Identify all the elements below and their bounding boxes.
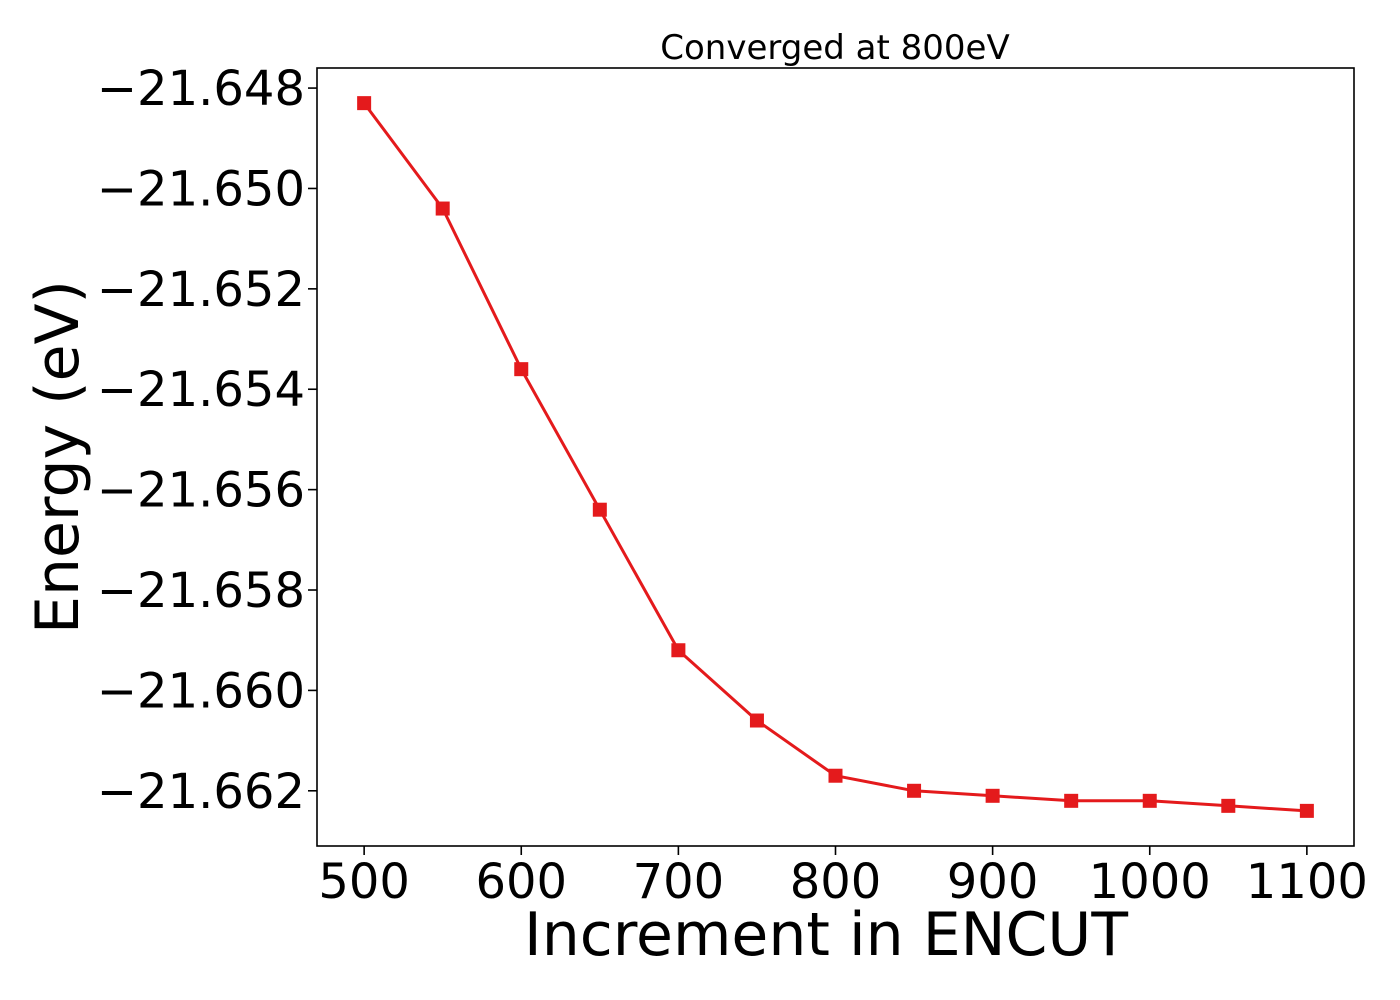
y-tick-label: −21.650 xyxy=(97,161,305,217)
x-axis-ticks: 500 600 700 800 900 1000 1100 xyxy=(318,846,1368,910)
data-point xyxy=(1064,793,1079,808)
x-tick-label: 1000 xyxy=(1089,854,1211,910)
data-point xyxy=(749,713,764,728)
data-point xyxy=(671,643,686,658)
x-axis-title: Increment in ENCUT xyxy=(524,900,1128,970)
data-point xyxy=(514,362,529,377)
x-tick-label: 900 xyxy=(947,854,1039,910)
chart-title: Converged at 800eV xyxy=(660,28,1009,68)
y-axis-ticks: −21.648 −21.650 −21.652 −21.654 −21.656 −21.6… xyxy=(97,61,317,820)
data-point xyxy=(985,788,1000,803)
data-point xyxy=(357,96,372,111)
data-point xyxy=(828,768,843,783)
y-axis-title: Energy (eV) xyxy=(23,280,93,634)
x-tick-label: 600 xyxy=(475,854,567,910)
y-tick-label: −21.652 xyxy=(97,262,305,318)
y-tick-label: −21.654 xyxy=(97,362,305,418)
data-point xyxy=(592,502,607,517)
series-line xyxy=(362,102,1307,813)
y-tick-label: −21.648 xyxy=(97,61,305,117)
data-point xyxy=(1221,798,1236,813)
plot-area-frame xyxy=(316,67,1355,847)
y-tick-label: −21.658 xyxy=(97,563,305,619)
x-tick-label: 700 xyxy=(633,854,725,910)
data-point xyxy=(1142,793,1157,808)
data-point xyxy=(907,783,922,798)
data-point xyxy=(1299,803,1314,818)
y-tick-label: −21.662 xyxy=(97,764,305,820)
y-tick-label: −21.660 xyxy=(97,663,305,719)
x-tick-label: 1100 xyxy=(1246,854,1368,910)
series-layer xyxy=(357,96,1314,818)
y-tick-label: −21.656 xyxy=(97,463,305,519)
data-point xyxy=(435,201,450,216)
x-tick-label: 800 xyxy=(790,854,882,910)
x-tick-label: 500 xyxy=(318,854,410,910)
